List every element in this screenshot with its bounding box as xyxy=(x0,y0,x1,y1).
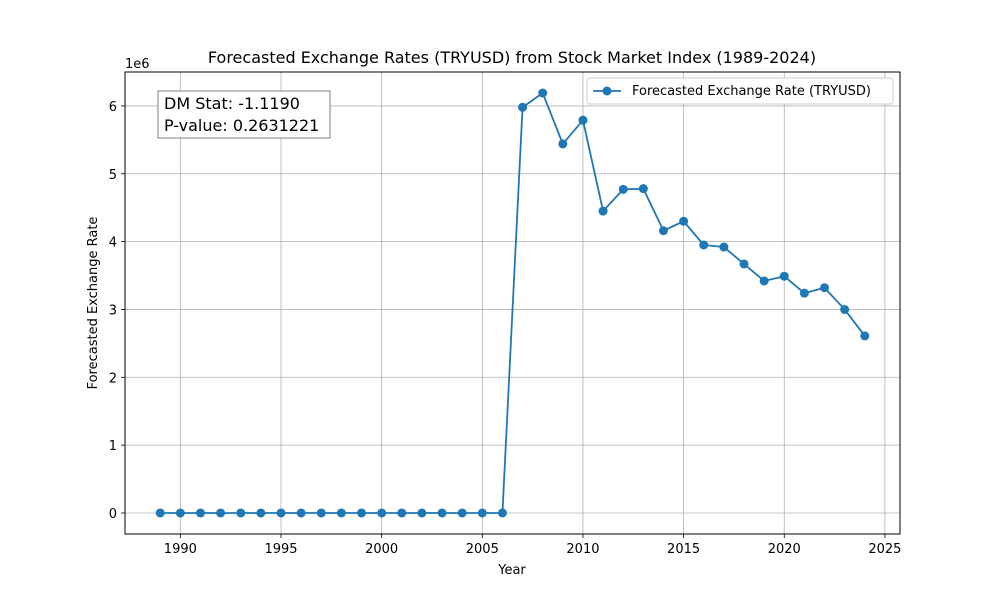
data-point xyxy=(719,242,729,252)
data-point xyxy=(377,508,387,518)
data-point xyxy=(175,508,185,518)
data-point xyxy=(357,508,367,518)
data-point xyxy=(296,508,306,518)
x-tick-label: 2015 xyxy=(667,542,700,557)
data-point xyxy=(558,139,568,149)
annotation-p-value: P-value: 0.2631221 xyxy=(164,116,319,135)
data-point xyxy=(779,271,789,281)
x-tick-label: 2005 xyxy=(466,542,499,557)
x-tick-label: 2010 xyxy=(566,542,599,557)
data-point xyxy=(316,508,326,518)
data-point xyxy=(679,216,689,226)
data-point xyxy=(860,331,870,341)
data-point xyxy=(477,508,487,518)
data-point xyxy=(216,508,226,518)
annotation-box: DM Stat: -1.1190 P-value: 0.2631221 xyxy=(157,90,331,139)
x-axis: 1990 1995 2000 2005 2010 2015 2020 2025 xyxy=(164,534,901,557)
legend: Forecasted Exchange Rate (TRYUSD) xyxy=(586,77,894,105)
data-point xyxy=(437,508,447,518)
y-tick-label: 2 xyxy=(109,371,117,386)
data-point xyxy=(538,88,548,98)
data-point xyxy=(699,240,709,250)
annotation-dm-stat: DM Stat: -1.1190 xyxy=(164,94,300,113)
data-point xyxy=(256,508,266,518)
legend-box xyxy=(586,77,894,105)
y-axis-label: Forecasted Exchange Rate xyxy=(86,217,101,390)
y-tick-label: 0 xyxy=(109,507,117,522)
data-point xyxy=(618,184,628,194)
data-point xyxy=(840,304,850,314)
data-point xyxy=(799,288,809,298)
chart-title: Forecasted Exchange Rates (TRYUSD) from … xyxy=(208,48,816,67)
y-axis: 0 1 2 3 4 5 6 xyxy=(109,100,125,522)
data-point xyxy=(598,206,608,216)
y-axis-offset-label: 1e6 xyxy=(125,57,150,72)
x-tick-label: 2020 xyxy=(768,542,801,557)
legend-label: Forecasted Exchange Rate (TRYUSD) xyxy=(632,84,871,99)
y-tick-label: 1 xyxy=(109,439,117,454)
x-tick-label: 1990 xyxy=(164,542,197,557)
plot-frame xyxy=(124,71,901,535)
data-point xyxy=(236,508,246,518)
data-point xyxy=(397,508,407,518)
data-point xyxy=(497,508,507,518)
data-point xyxy=(658,226,668,236)
data-point xyxy=(739,259,749,269)
data-point xyxy=(518,102,528,112)
x-tick-label: 2025 xyxy=(868,542,901,557)
y-tick-label: 4 xyxy=(109,236,117,251)
data-point xyxy=(336,508,346,518)
data-point xyxy=(276,508,286,518)
x-axis-label: Year xyxy=(497,563,526,578)
x-tick-label: 2000 xyxy=(365,542,398,557)
data-point xyxy=(638,184,648,194)
y-tick-label: 3 xyxy=(109,303,117,318)
legend-marker-icon xyxy=(602,86,612,96)
y-tick-label: 6 xyxy=(109,100,117,115)
x-tick-label: 1995 xyxy=(264,542,297,557)
data-point xyxy=(195,508,205,518)
data-point xyxy=(417,508,427,518)
series-layer xyxy=(155,88,870,518)
data-point xyxy=(578,115,588,125)
data-point xyxy=(759,276,769,286)
data-point xyxy=(820,283,830,293)
y-tick-label: 5 xyxy=(109,168,117,183)
data-point xyxy=(155,508,165,518)
data-point xyxy=(457,508,467,518)
